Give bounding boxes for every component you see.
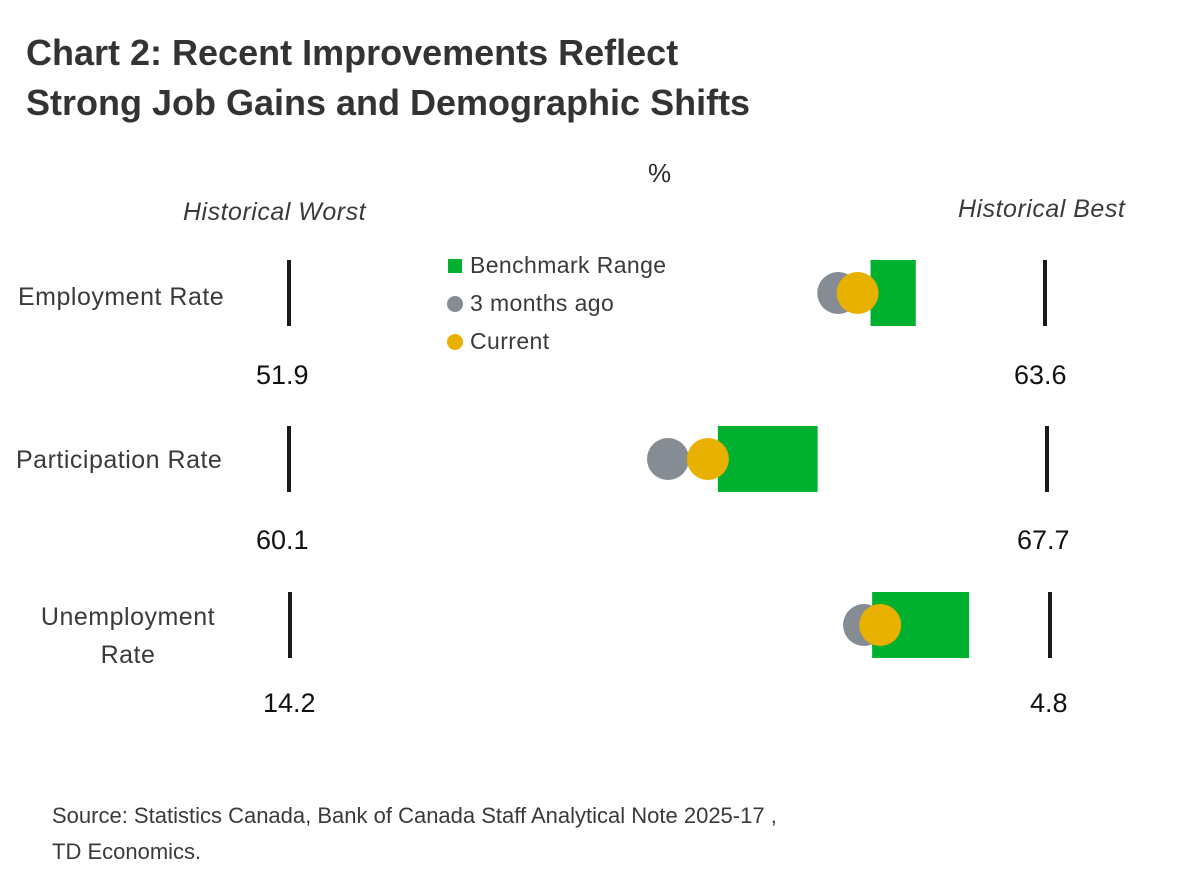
current-dot-participation bbox=[686, 438, 729, 480]
legend-label-three-months: 3 months ago bbox=[470, 290, 615, 316]
benchmark-range-participation bbox=[717, 426, 818, 492]
worst-value-employment: 51.9 bbox=[256, 360, 309, 390]
best-value-unemployment: 4.8 bbox=[1030, 688, 1068, 718]
current-dot-employment bbox=[836, 272, 879, 314]
worst-value-unemployment: 14.2 bbox=[263, 688, 316, 718]
benchmark-swatch bbox=[448, 259, 462, 273]
historical-best-header: Historical Best bbox=[958, 195, 1126, 223]
legend-label-current: Current bbox=[470, 328, 550, 354]
three-months-swatch bbox=[447, 296, 463, 312]
source-note: Source: Statistics Canada, Bank of Canad… bbox=[52, 798, 777, 870]
best-value-employment: 63.6 bbox=[1014, 360, 1067, 390]
best-value-participation: 67.7 bbox=[1017, 525, 1070, 555]
row-label-participation: Participation Rate bbox=[16, 446, 223, 474]
chart-title-line2: Strong Job Gains and Demographic Shifts bbox=[26, 82, 751, 123]
row-label-employment: Employment Rate bbox=[18, 283, 225, 311]
chart-title-line1: Chart 2: Recent Improvements Reflect bbox=[26, 32, 679, 73]
source-line1: Source: Statistics Canada, Bank of Canad… bbox=[52, 803, 777, 828]
three-months-dot-participation bbox=[647, 438, 689, 480]
historical-worst-header: Historical Worst bbox=[183, 198, 367, 226]
worst-value-participation: 60.1 bbox=[256, 525, 309, 555]
legend-label-benchmark: Benchmark Range bbox=[470, 252, 667, 278]
row-label-unemployment: Unemployment Rate bbox=[40, 603, 216, 669]
current-dot-unemployment bbox=[859, 604, 902, 646]
source-line2: TD Economics. bbox=[52, 839, 202, 864]
current-swatch bbox=[447, 334, 463, 350]
unit-label: % bbox=[648, 158, 672, 188]
chart-title: Chart 2: Recent Improvements Reflect Str… bbox=[26, 28, 750, 128]
